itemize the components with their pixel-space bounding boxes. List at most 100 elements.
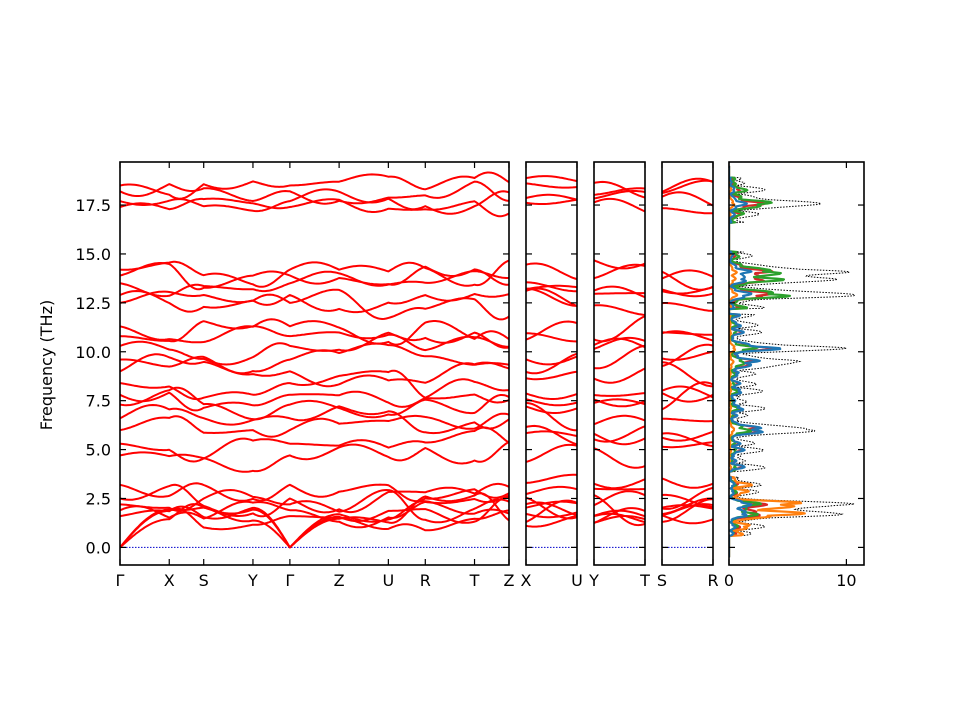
band-line [662, 432, 713, 448]
band-line [662, 302, 713, 312]
band-line [662, 343, 713, 368]
band-line [526, 262, 577, 281]
band-line [526, 511, 577, 519]
band-line [662, 441, 713, 449]
band-line [120, 288, 509, 321]
y-tick-label: 17.5 [75, 196, 111, 215]
band-line [662, 498, 713, 523]
band-line [594, 292, 645, 295]
band-line [120, 494, 509, 529]
band-line [662, 330, 713, 342]
band-line [594, 180, 645, 199]
band-line [526, 320, 577, 341]
band-line [594, 398, 645, 406]
y-tick-label: 15.0 [75, 245, 111, 264]
band-line [526, 443, 577, 463]
high-symmetry-label: U [571, 571, 583, 590]
band-line [526, 405, 577, 414]
band-line [526, 392, 577, 400]
panel-frame [661, 161, 714, 566]
panel-frame [119, 161, 510, 566]
band-line [594, 259, 645, 270]
high-symmetry-label: T [639, 571, 650, 590]
band-line [120, 353, 509, 388]
band-line [120, 492, 509, 549]
band-line [526, 473, 577, 484]
band-line [662, 514, 713, 525]
band-line [526, 500, 577, 509]
panel-frame [525, 161, 578, 566]
band-line [594, 509, 645, 518]
y-tick-label: 12.5 [75, 294, 111, 313]
y-tick-label: 0.0 [86, 538, 111, 557]
band-line [526, 485, 577, 496]
high-symmetry-label: X [164, 571, 175, 590]
dos-frame [728, 161, 865, 566]
band-line [594, 197, 645, 213]
band-line [594, 187, 645, 196]
y-tick-label: 10.0 [75, 343, 111, 362]
band-line [526, 198, 577, 205]
y-tick-label: 2.5 [86, 489, 111, 508]
high-symmetry-label: Z [334, 571, 345, 590]
band-line [120, 331, 509, 366]
band-line [120, 441, 509, 473]
band-line [526, 193, 577, 201]
bands [526, 175, 577, 548]
band-line [662, 385, 713, 399]
band-line [662, 350, 713, 361]
band-line [120, 259, 509, 288]
dos-x-tick-label: 10 [836, 571, 856, 590]
band-line [120, 482, 509, 503]
band-line [120, 386, 509, 421]
band-line [594, 432, 645, 446]
high-symmetry-label: Y [247, 571, 258, 590]
high-symmetry-label: S [199, 571, 209, 590]
bands [120, 171, 509, 549]
band-line [594, 344, 645, 370]
band-line [526, 424, 577, 446]
band-line [594, 425, 645, 443]
band-line [594, 487, 645, 491]
band-line [526, 355, 577, 366]
band-line [594, 190, 645, 200]
high-symmetry-label: Y [588, 571, 599, 590]
high-symmetry-label: R [707, 571, 718, 590]
high-symmetry-label: Γ [285, 571, 294, 590]
band-line [594, 367, 645, 384]
band-line [662, 191, 713, 207]
band-line [662, 381, 713, 411]
band-line [594, 478, 645, 490]
high-symmetry-label: Z [504, 571, 515, 590]
band-line [594, 285, 645, 299]
bands [594, 180, 645, 548]
band-line [662, 177, 713, 193]
band-line [526, 175, 577, 183]
band-line [120, 412, 509, 438]
band-line [662, 503, 713, 517]
band-line [594, 392, 645, 397]
band-line [526, 370, 577, 381]
high-symmetry-label: T [469, 571, 480, 590]
bands [662, 177, 713, 548]
band-line [662, 392, 713, 403]
dos-panel: 0 10 [724, 161, 865, 590]
dos-x-tick-label: 0 [724, 571, 734, 590]
band-line [120, 404, 509, 435]
band-line [120, 320, 509, 352]
high-symmetry-label: X [521, 571, 532, 590]
band-line [662, 417, 713, 423]
band-line [526, 332, 577, 343]
dos-total-line [729, 165, 857, 558]
band-line [594, 414, 645, 426]
band-line [594, 515, 645, 524]
band-line [526, 398, 577, 407]
band-line [120, 489, 509, 524]
high-symmetry-label: U [383, 571, 395, 590]
band-line [526, 287, 577, 307]
